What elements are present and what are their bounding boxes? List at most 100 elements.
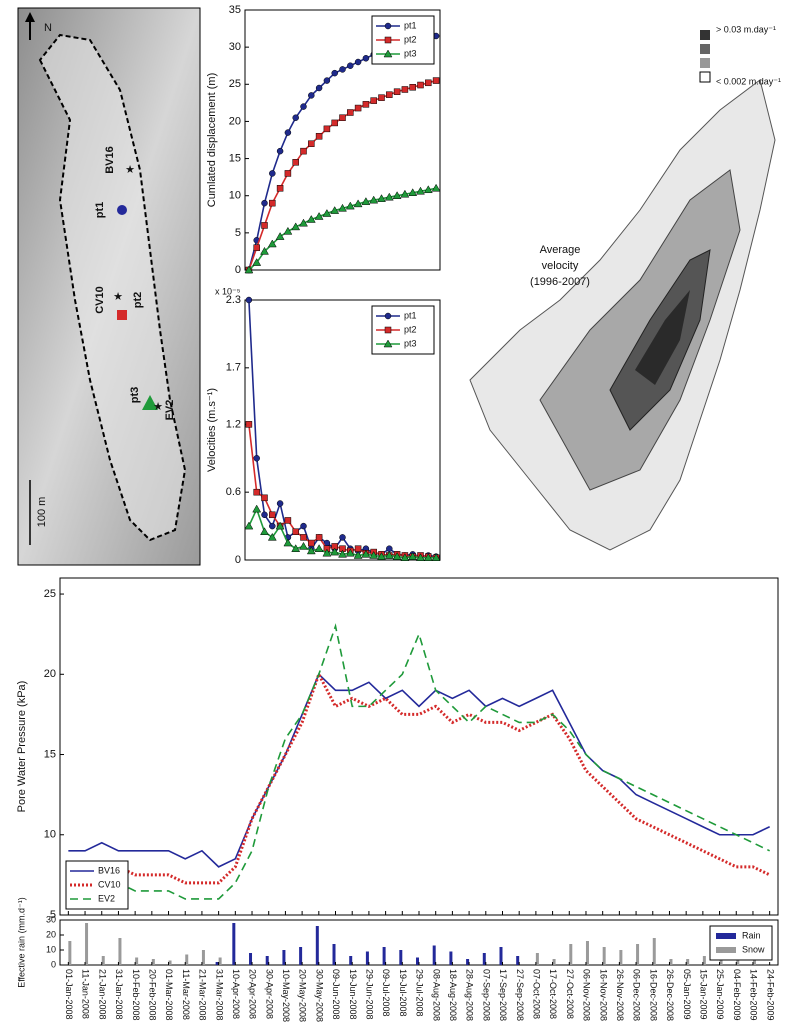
scale-label: x 10⁻⁵ <box>215 286 241 296</box>
x-tick-label: 31-Mar-2008 <box>214 969 224 1021</box>
x-tick-label: 18-Aug-2008 <box>448 969 458 1021</box>
marker <box>410 84 416 90</box>
y-tick-label: 10 <box>229 190 241 202</box>
marker <box>293 529 299 535</box>
x-tick-label: 10-May-2008 <box>281 969 291 1022</box>
marker <box>355 105 361 111</box>
y-tick-label: 0.6 <box>226 486 241 498</box>
marker <box>300 542 308 549</box>
marker <box>385 23 391 29</box>
legend-label: BV16 <box>98 865 120 875</box>
bv16-marker: ★ <box>125 164 135 176</box>
x-tick-label: 10-Feb-2008 <box>131 969 141 1021</box>
marker <box>284 539 292 546</box>
series-line <box>68 626 769 899</box>
x-tick-label: 20-Apr-2008 <box>248 969 258 1019</box>
marker <box>363 55 369 61</box>
marker <box>285 170 291 176</box>
map-label: pt1 <box>94 202 106 219</box>
legend-swatch <box>700 72 710 82</box>
y-tick-label: 35 <box>229 4 241 16</box>
legend-swatch <box>716 933 736 939</box>
y-tick-label: 10 <box>44 829 56 841</box>
x-tick-label: 21-Mar-2008 <box>198 969 208 1021</box>
marker <box>324 126 330 132</box>
legend-swatch <box>700 58 710 68</box>
x-tick-label: 30-May-2008 <box>314 969 324 1022</box>
y-tick-label: 0 <box>235 554 241 566</box>
x-tick-label: 17-Sep-2008 <box>498 969 508 1021</box>
y-tick-label: 1.2 <box>226 418 241 430</box>
marker <box>253 505 261 512</box>
marker <box>316 534 322 540</box>
legend-label: CV10 <box>98 879 121 889</box>
marker <box>425 80 431 86</box>
y-tick-label: 15 <box>44 748 56 760</box>
map-label: BV16 <box>104 146 116 174</box>
marker <box>340 534 346 540</box>
bar <box>316 926 319 965</box>
marker <box>402 86 408 92</box>
y-axis-label: Velocities (m.s⁻¹) <box>206 388 218 472</box>
marker <box>254 489 260 495</box>
marker <box>308 141 314 147</box>
x-tick-label: 14-Feb-2009 <box>749 969 759 1021</box>
plot-frame <box>60 578 778 915</box>
pt1-marker <box>117 205 127 215</box>
series-line <box>68 674 769 867</box>
legend-label: pt3 <box>404 48 417 58</box>
x-tick-label: 29-Jun-2008 <box>365 969 375 1020</box>
marker <box>394 89 400 95</box>
marker <box>355 59 361 65</box>
x-tick-label: 20-Feb-2008 <box>147 969 157 1021</box>
y-tick-label: 25 <box>229 78 241 90</box>
x-tick-label: 06-Dec-2008 <box>632 969 642 1021</box>
marker <box>363 101 369 107</box>
y-tick-label: 0 <box>51 959 56 969</box>
marker <box>386 546 392 552</box>
x-tick-label: 26-Dec-2008 <box>665 969 675 1021</box>
y-axis-label: Effective rain (mm.d⁻¹) <box>16 897 26 988</box>
bar <box>333 944 336 965</box>
y-tick-label: 15 <box>229 152 241 164</box>
x-tick-label: 09-Jun-2008 <box>331 969 341 1020</box>
marker <box>385 327 391 333</box>
y-tick-label: 30 <box>46 914 56 924</box>
x-tick-label: 16-Dec-2008 <box>648 969 658 1021</box>
x-tick-label: 27-Sep-2008 <box>515 969 525 1021</box>
y-tick-label: 30 <box>229 41 241 53</box>
x-tick-label: 10-Apr-2008 <box>231 969 241 1019</box>
marker <box>269 512 275 518</box>
x-tick-label: 11-Mar-2008 <box>181 969 191 1020</box>
marker <box>276 233 284 240</box>
map-caption: Average <box>540 244 581 256</box>
map-label: EV2 <box>164 400 176 421</box>
x-tick-label: 11-Jan-2008 <box>81 969 91 1019</box>
x-tick-label: 19-Jul-2008 <box>398 969 408 1017</box>
marker <box>246 421 252 427</box>
legend-swatch <box>700 44 710 54</box>
legend-label: Rain <box>742 930 761 940</box>
marker <box>418 82 424 88</box>
y-tick-label: 20 <box>46 929 56 939</box>
x-tick-label: 21-Jan-2008 <box>97 969 107 1020</box>
marker <box>301 104 307 110</box>
marker <box>277 500 283 506</box>
y-tick-label: 10 <box>46 944 56 954</box>
marker <box>285 130 291 136</box>
series-line <box>249 188 436 270</box>
marker <box>324 78 330 84</box>
map-legend-label: > 0.03 m.day⁻¹ <box>716 24 776 34</box>
x-tick-label: 19-Jun-2008 <box>348 969 358 1020</box>
map-label: pt3 <box>129 387 141 404</box>
x-tick-label: 26-Nov-2008 <box>615 969 625 1021</box>
marker <box>385 313 391 319</box>
x-tick-label: 29-Jul-2008 <box>415 969 425 1017</box>
marker <box>246 297 252 303</box>
marker <box>262 200 268 206</box>
legend-label: pt1 <box>404 20 417 30</box>
x-tick-label: 06-Nov-2008 <box>582 969 592 1021</box>
legend-swatch <box>700 30 710 40</box>
marker <box>308 540 314 546</box>
bar <box>636 944 639 965</box>
